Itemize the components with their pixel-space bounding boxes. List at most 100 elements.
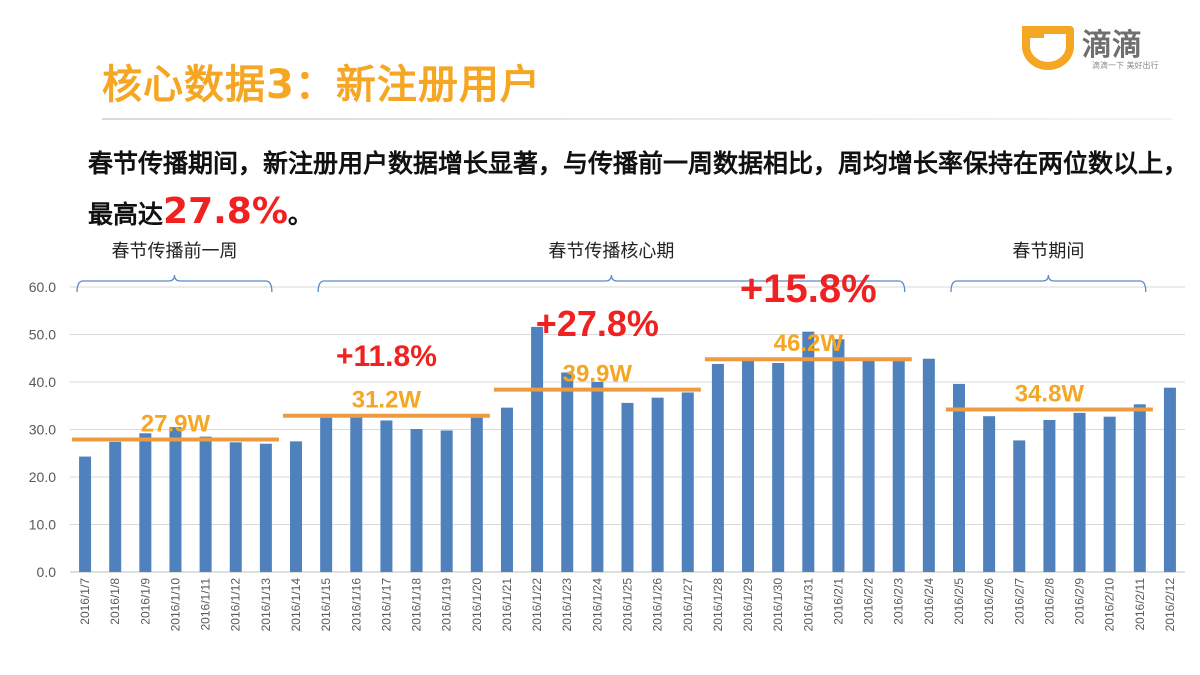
didi-logo-icon: [1022, 26, 1074, 70]
bar: [1133, 404, 1146, 572]
x-tick-label: 2016/1/16: [349, 578, 363, 632]
bar: [772, 363, 785, 572]
x-tick-label: 2016/2/9: [1073, 578, 1087, 625]
bar: [139, 433, 152, 572]
bar: [621, 402, 634, 572]
x-tick-label: 2016/1/22: [530, 578, 544, 632]
period-bracket: [76, 274, 273, 293]
x-tick-label: 2016/2/5: [952, 578, 966, 625]
bar: [591, 382, 604, 572]
y-tick-label: 50.0: [29, 327, 56, 343]
bar: [983, 416, 996, 572]
x-tick-label: 2016/2/11: [1133, 578, 1147, 631]
bar: [350, 417, 363, 572]
average-label: 27.9W: [141, 410, 211, 437]
x-tick-label: 2016/1/27: [681, 578, 695, 632]
growth-label: +27.8%: [536, 303, 659, 344]
x-tick-label: 2016/1/15: [319, 578, 333, 632]
x-tick-label: 2016/2/3: [892, 578, 906, 625]
bar: [1013, 440, 1026, 572]
bar: [259, 443, 272, 572]
x-tick-label: 2016/1/24: [590, 578, 604, 632]
bar: [1163, 387, 1176, 572]
bar: [229, 442, 242, 572]
x-tick-label: 2016/1/14: [289, 578, 303, 632]
bar: [922, 358, 935, 572]
bar: [169, 427, 182, 572]
x-tick-label: 2016/1/20: [470, 578, 484, 632]
title-divider: [102, 118, 1172, 120]
bar: [500, 407, 513, 572]
bar: [199, 436, 212, 572]
period-bracket: [950, 274, 1147, 293]
bar: [470, 417, 483, 572]
headline-end: 。: [287, 200, 313, 229]
bar: [290, 441, 303, 572]
headline-highlight: 27.8%: [163, 191, 288, 232]
headline-text: 春节传播期间，新注册用户数据增长显著，与传播前一周数据相比，周均增长率保持在两位…: [88, 149, 1189, 229]
y-tick-label: 10.0: [29, 517, 56, 533]
bar: [742, 360, 755, 572]
x-tick-label: 2016/1/7: [78, 578, 92, 625]
bar: [531, 326, 544, 572]
bar: [1103, 416, 1116, 572]
bar: [802, 331, 815, 572]
average-label: 34.8W: [1015, 381, 1085, 408]
y-tick-label: 20.0: [29, 469, 56, 485]
bar: [410, 429, 423, 572]
bar: [440, 430, 453, 572]
bar: [109, 441, 122, 572]
bar: [1043, 420, 1056, 572]
headline: 春节传播期间，新注册用户数据增长显著，与传播前一周数据相比，周均增长率保持在两位…: [88, 140, 1188, 239]
bar: [380, 420, 393, 572]
registration-bar-chart: 0.0 10.0 20.0 30.0 40.0 50.0 60.0 2016/1/7 2016/…: [29, 241, 1185, 632]
logo-name: 滴滴: [1082, 28, 1142, 63]
x-tick-label: 2016/1/17: [379, 578, 393, 632]
y-tick-label: 40.0: [29, 374, 56, 390]
bar: [952, 383, 965, 572]
period-label: 春节传播前一周: [111, 241, 237, 262]
x-tick-label: 2016/1/30: [771, 578, 785, 632]
x-tick-label: 2016/2/6: [982, 578, 996, 625]
x-tick-label: 2016/1/11: [199, 578, 213, 631]
bar: [711, 363, 724, 572]
x-tick-label: 2016/2/12: [1163, 578, 1177, 632]
period-bracket: [317, 274, 906, 293]
period-label: 春节传播核心期: [548, 241, 674, 262]
growth-label: +15.8%: [740, 267, 877, 311]
x-tick-label: 2016/1/8: [108, 578, 122, 625]
bar: [832, 339, 845, 572]
x-tick-label: 2016/1/10: [168, 578, 182, 632]
average-label: 39.9W: [563, 361, 633, 388]
x-tick-label: 2016/1/9: [138, 578, 152, 625]
bar: [1073, 412, 1086, 572]
x-tick-label: 2016/1/23: [560, 578, 574, 632]
bar: [892, 361, 905, 572]
growth-label: +11.8%: [336, 340, 437, 373]
x-tick-label: 2016/2/4: [922, 578, 936, 625]
didi-logo: 滴滴 滴滴一下 美好出行: [1020, 22, 1190, 74]
bar: [651, 397, 664, 572]
bar: [862, 360, 875, 572]
x-tick-label: 2016/1/18: [410, 578, 424, 632]
average-label: 31.2W: [352, 387, 422, 414]
x-tick-label: 2016/2/10: [1103, 578, 1117, 632]
logo-slogan: 滴滴一下 美好出行: [1092, 61, 1159, 70]
slide-title: 核心数据3：新注册用户: [102, 62, 541, 108]
y-tick-label: 30.0: [29, 422, 56, 438]
x-tick-label: 2016/2/7: [1012, 578, 1026, 625]
average-label: 46.2W: [774, 330, 844, 357]
bar: [681, 392, 694, 572]
x-tick-label: 2016/1/19: [440, 578, 454, 632]
x-tick-label: 2016/2/1: [831, 578, 845, 625]
x-tick-label: 2016/1/29: [741, 578, 755, 632]
x-tick-label: 2016/1/31: [801, 578, 815, 632]
x-tick-label: 2016/1/28: [711, 578, 725, 632]
x-tick-label: 2016/1/13: [259, 578, 273, 632]
x-tick-label: 2016/1/26: [651, 578, 665, 632]
bar: [320, 417, 333, 572]
x-tick-label: 2016/1/25: [621, 578, 635, 632]
x-tick-label: 2016/1/12: [229, 578, 243, 632]
x-tick-label: 2016/2/2: [862, 578, 876, 625]
x-tick-label: 2016/1/21: [500, 578, 514, 632]
